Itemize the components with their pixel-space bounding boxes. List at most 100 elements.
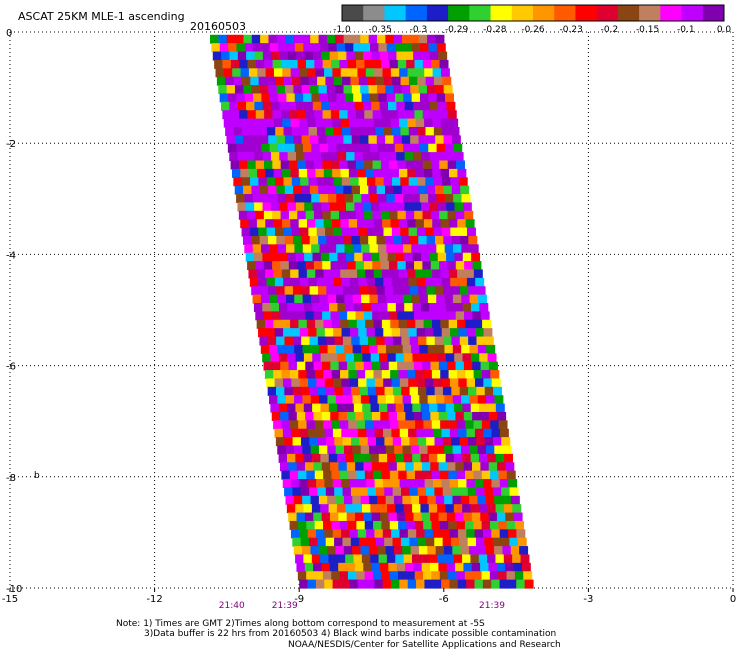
swath-cell [405, 210, 415, 220]
swath-cell [396, 512, 406, 522]
swath-cells [210, 34, 534, 589]
swath-cell [507, 579, 517, 589]
swath-cell [359, 437, 369, 447]
swath-cell [361, 43, 371, 53]
swath-cell [385, 135, 395, 145]
swath-cell [342, 76, 352, 86]
swath-cell [334, 336, 344, 346]
swath-cell [390, 68, 400, 78]
swath-cell [378, 93, 388, 103]
swath-cell [275, 76, 285, 86]
swath-cell [317, 437, 327, 447]
swath-cell [398, 470, 408, 480]
swath-cell [345, 504, 355, 514]
swath-cell [355, 411, 365, 421]
swath-cell [280, 411, 290, 421]
swath-cell [318, 135, 328, 145]
swath-cell [303, 453, 313, 463]
swath-cell [426, 487, 435, 497]
swath-cell [414, 261, 423, 271]
swath-cell [398, 420, 408, 430]
swath-cell [430, 411, 440, 421]
swath-cell [323, 420, 333, 430]
swath-cell [271, 101, 281, 111]
swath-cell [443, 235, 453, 245]
swath-cell [466, 328, 476, 338]
swath-cell [305, 261, 315, 271]
swath-cell [394, 143, 404, 153]
swath-cell [371, 202, 380, 212]
swath-cell [459, 286, 469, 296]
x-tick-label: -15 [2, 594, 18, 605]
swath-cell [412, 403, 422, 413]
swath-cell [309, 286, 319, 296]
swath-cell [401, 286, 411, 296]
swath-cell [516, 529, 526, 539]
swath-cell [343, 34, 353, 44]
swath-cell [436, 244, 446, 254]
swath-cell [400, 227, 410, 237]
swath-cell [333, 126, 343, 136]
swath-cell [380, 411, 390, 421]
swath-cell [434, 537, 444, 547]
swath-cell [266, 328, 276, 338]
swath-cell [422, 160, 432, 170]
swath-cell [448, 470, 458, 480]
swath-cell [370, 303, 380, 312]
swath-cell [439, 160, 449, 170]
swath-cell [376, 235, 386, 245]
swath-cell [385, 495, 395, 505]
swath-cell [401, 437, 411, 447]
swath-cell [440, 118, 450, 128]
swath-cell [346, 152, 356, 162]
swath-cell [465, 269, 475, 279]
swath-cell [391, 378, 401, 388]
swath-cell [419, 294, 429, 304]
swath-cell [268, 85, 278, 95]
swath-cell [293, 135, 303, 145]
swath-cell [391, 177, 401, 187]
swath-cell [456, 470, 466, 480]
swath-cell [286, 43, 296, 53]
swath-cell [433, 378, 443, 388]
swath-cell [281, 319, 291, 329]
swath-cell [429, 51, 439, 61]
swath-cell [472, 411, 482, 421]
swath-cell [491, 529, 501, 539]
swath-cell [426, 386, 436, 396]
swath-cell [315, 269, 325, 279]
swath-cell [302, 244, 312, 254]
swath-cell [375, 76, 385, 86]
colorbar-segment [384, 5, 407, 21]
swath-cell [466, 277, 476, 287]
swath-cell [370, 43, 379, 53]
swath-cell [305, 110, 315, 120]
swath-cell [425, 328, 434, 338]
swath-cell [255, 261, 265, 271]
swath-cell [355, 361, 365, 371]
chart-date: 20160503 [190, 20, 246, 33]
swath-cell [384, 336, 394, 346]
swath-cell [414, 470, 424, 480]
swath-cell [219, 93, 229, 103]
swath-cell [349, 68, 359, 78]
swath-cell [307, 479, 317, 489]
swath-cell [385, 185, 394, 195]
swath-cell [412, 303, 422, 312]
swath-cell [379, 51, 389, 61]
swath-cell [344, 395, 354, 405]
swath-cell [284, 185, 294, 195]
swath-cell [322, 59, 332, 69]
swath-cell [455, 261, 465, 271]
swath-cell [268, 235, 277, 245]
swath-cell [433, 76, 443, 86]
y-tick-label: -8 [6, 473, 16, 484]
swath-cell [258, 277, 268, 287]
swath-cell [422, 411, 431, 421]
swath-cell [400, 487, 410, 497]
swath-cell [308, 76, 318, 86]
swath-cell [309, 487, 319, 497]
swath-cell [479, 353, 489, 363]
swath-cell [401, 185, 411, 195]
swath-cell [358, 76, 368, 86]
